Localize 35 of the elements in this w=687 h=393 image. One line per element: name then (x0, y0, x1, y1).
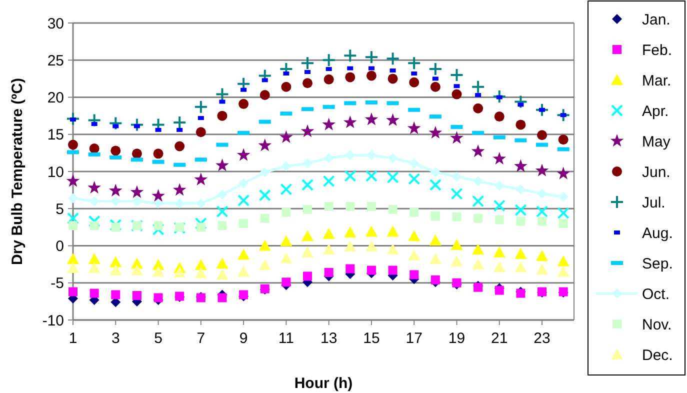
y-tick-label: 30 (47, 15, 64, 32)
x-tick-label: 17 (406, 330, 422, 347)
x-tick-label: 5 (154, 330, 162, 347)
legend-label: Nov. (642, 316, 672, 334)
legend-label: Jul. (642, 194, 666, 212)
y-tick-label: -5 (50, 275, 64, 292)
legend-label: Mar. (642, 72, 672, 90)
legend-label: Dec. (642, 346, 673, 364)
x-tick-label: 11 (278, 330, 294, 347)
legend-label: Feb. (642, 42, 672, 59)
legend-label: Jan. (642, 11, 670, 28)
legend-label: Aug. (642, 224, 673, 242)
x-tick-label: 13 (320, 330, 338, 347)
x-tick-label: 9 (239, 330, 248, 347)
y-tick-label: 25 (47, 52, 64, 70)
x-axis-title: Hour (h) (294, 375, 353, 392)
legend-label: Sep. (642, 255, 673, 272)
y-tick-label: 5 (56, 200, 64, 218)
legend-label: Jun. (642, 164, 670, 181)
y-tick-label: 20 (47, 90, 64, 106)
x-tick-label: 1 (68, 330, 78, 347)
legend-label: Apr. (642, 102, 669, 120)
x-tick-label: 15 (363, 330, 380, 347)
x-tick-label: 19 (448, 330, 466, 347)
legend-label: May (642, 133, 671, 150)
y-tick-label: 10 (47, 164, 64, 181)
legend-label: Oct. (642, 286, 670, 303)
y-tick-label: 0 (56, 238, 64, 255)
x-tick-label: 7 (196, 330, 206, 347)
y-axis-title: Dry Bulb Temperature (ºC) (9, 78, 26, 265)
x-tick-label: 3 (111, 330, 120, 347)
x-tick-label: 21 (491, 330, 508, 347)
x-tick-label: 23 (534, 330, 550, 347)
y-tick-label: -10 (42, 312, 64, 330)
y-tick-label: 15 (47, 126, 64, 144)
